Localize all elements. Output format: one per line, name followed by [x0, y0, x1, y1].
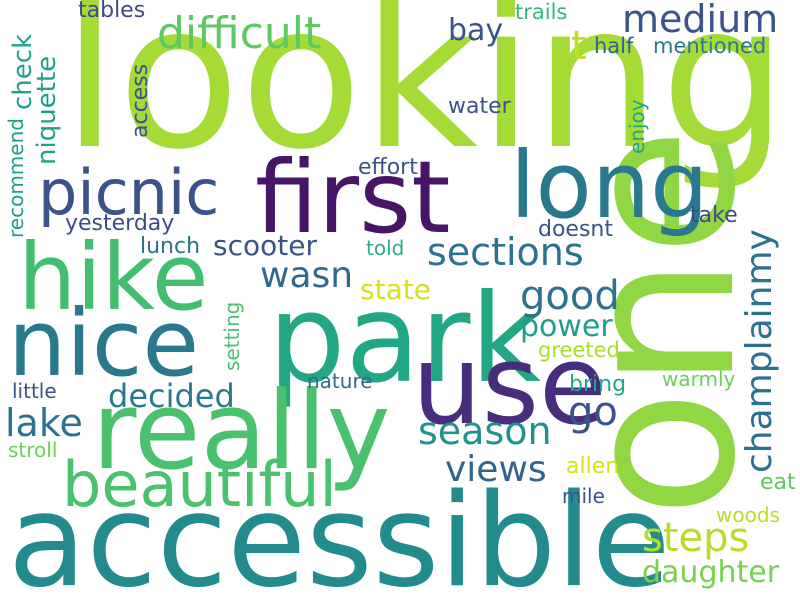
word-difficult: difficult [157, 8, 322, 59]
word-doesnt: doesnt [538, 217, 613, 242]
word-t: t [571, 23, 587, 69]
word-nature: nature [307, 369, 373, 393]
word-steps: steps [642, 515, 750, 561]
word-woods: woods [716, 503, 780, 527]
word-hike: hike [18, 224, 209, 331]
word-told: told [366, 236, 405, 260]
word-park: park [268, 268, 542, 410]
word-season: season [418, 409, 552, 453]
word-champlainmy: champlainmy [739, 229, 780, 473]
word-first: first [255, 139, 451, 256]
word-nice: nice [8, 290, 200, 397]
word-long: long [510, 132, 709, 239]
word-eat: eat [760, 470, 796, 495]
word-looking: looking [62, 0, 788, 194]
word-allen: allen [566, 454, 620, 479]
word-access: access [128, 63, 153, 138]
word-trails: trails [515, 0, 568, 24]
word-go: go [568, 389, 618, 435]
word-effort: effort [358, 155, 418, 180]
word-lunch: lunch [140, 234, 201, 259]
word-mentioned: mentioned [653, 34, 767, 58]
word-decided: decided [108, 377, 235, 415]
word-views: views [445, 449, 547, 490]
word-warmly: warmly [662, 367, 736, 391]
word-take: take [690, 203, 738, 228]
word-mile: mile [562, 484, 605, 508]
word-scooter: scooter [213, 229, 317, 262]
word-good: good [520, 273, 620, 319]
word-picnic: picnic [38, 156, 220, 229]
word-beautiful: beautiful [62, 448, 337, 521]
word-sections: sections [427, 230, 584, 274]
word-state: state [360, 273, 431, 306]
word-medium: medium [622, 0, 779, 41]
word-recommend: recommend [4, 118, 28, 238]
word-niquette: niquette [32, 55, 62, 165]
word-stroll: stroll [8, 438, 58, 462]
word-lake: lake [5, 401, 83, 445]
word-tables: tables [78, 0, 146, 23]
word-really: really [92, 369, 391, 494]
word-little: little [12, 379, 57, 403]
word-setting: setting [220, 301, 244, 371]
word-greeted: greeted [538, 338, 620, 362]
word-bring: bring [569, 372, 627, 397]
word-power: power [520, 309, 613, 344]
word-bay: bay [448, 13, 504, 48]
word-accessible: accessible [8, 467, 671, 600]
word-half: half [594, 34, 634, 58]
word-water: water [448, 94, 511, 119]
word-daughter: daughter [642, 555, 780, 590]
word-wasn: wasn [260, 255, 354, 296]
word-enjoy: enjoy [625, 99, 649, 154]
word-yesterday: yesterday [65, 211, 175, 236]
word-use: use [412, 321, 607, 449]
